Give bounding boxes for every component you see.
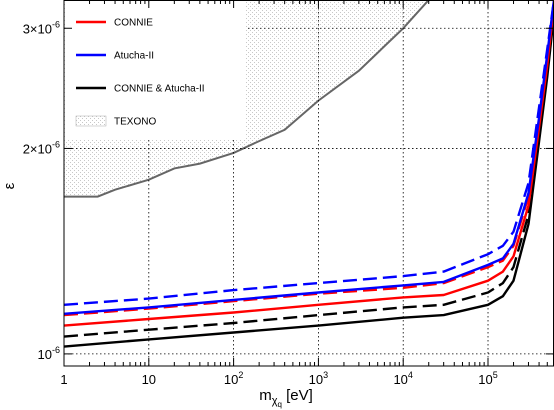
x-axis-label: mχq [eV] — [259, 387, 313, 409]
x-tick-label: 1 — [60, 372, 67, 387]
legend-label: CONNIE & Atucha-II — [114, 84, 205, 95]
legend-label: Atucha-II — [114, 51, 154, 62]
y-axis-label: ε — [1, 182, 18, 189]
x-tick-label: 104 — [393, 370, 412, 387]
series-line — [64, 0, 554, 306]
legend-label: CONNIE — [114, 18, 153, 29]
x-tick-label: 103 — [309, 370, 328, 387]
series-line — [64, 0, 554, 315]
y-tick-label: 10-6 — [38, 345, 60, 362]
legend: CONNIE Atucha-II CONNIE & Atucha-II TEXONO — [66, 2, 246, 140]
axis-labels: ε mχq [eV] — [1, 182, 313, 409]
y-tick-label: 2×10-6 — [23, 139, 60, 156]
x-tick-label: 102 — [224, 370, 243, 387]
legend-swatch — [75, 115, 107, 127]
y-tick-label: 3×10-6 — [23, 19, 60, 36]
series-layer — [64, 0, 554, 348]
legend-label: TEXONO — [114, 117, 156, 128]
tick-labels: 1 10 102 103 104 105 10-6 2×10-6 3×10-6 — [23, 19, 498, 387]
x-tick-label: 105 — [478, 370, 497, 387]
x-tick-label: 10 — [142, 372, 156, 387]
series-line — [64, 8, 554, 338]
